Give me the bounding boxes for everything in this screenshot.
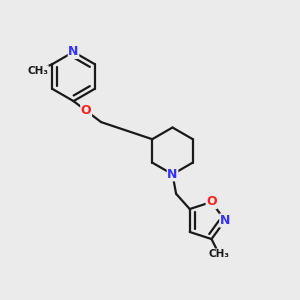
Text: N: N [68, 45, 79, 58]
Text: O: O [81, 104, 92, 117]
Text: CH₃: CH₃ [208, 249, 230, 259]
Text: N: N [167, 168, 178, 181]
Text: CH₃: CH₃ [27, 66, 48, 76]
Text: N: N [220, 214, 230, 227]
Text: O: O [206, 196, 217, 208]
